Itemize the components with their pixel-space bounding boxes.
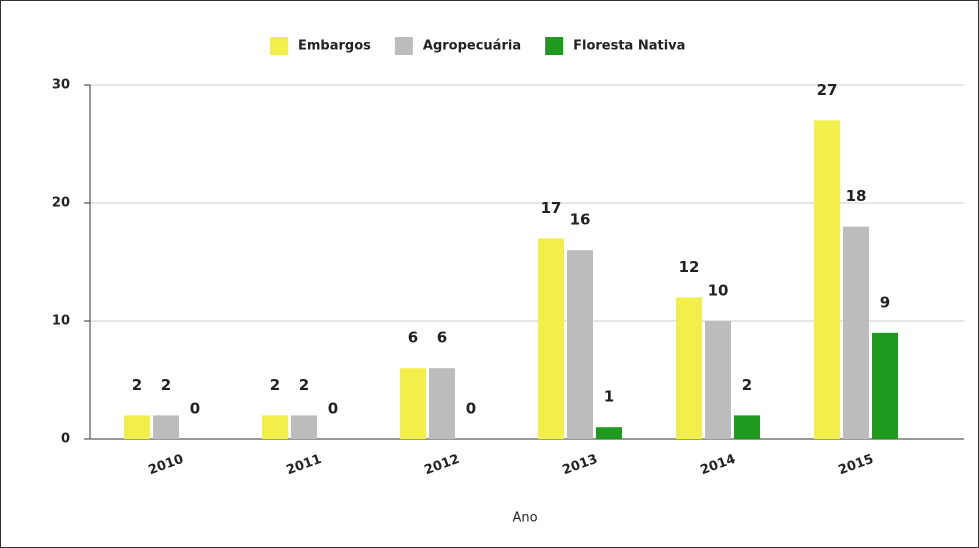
bar [843,226,869,439]
value-label: 0 [466,400,476,418]
value-label: 12 [679,258,700,276]
bar [676,297,702,439]
bar [538,238,564,439]
y-tick-label: 10 [52,314,70,329]
value-label: 9 [880,293,890,311]
legend-swatch [394,37,413,55]
value-label: 0 [328,400,338,418]
bar [567,250,593,439]
y-tick-label: 0 [61,432,70,447]
legend-label: Embargos [298,39,371,54]
value-label: 2 [742,376,752,394]
y-tick-label: 30 [52,78,70,93]
value-label: 17 [541,199,562,217]
value-label: 1 [604,388,614,406]
legend-swatch [545,37,564,55]
value-label: 2 [161,376,171,394]
bar [705,321,731,439]
x-axis-title: Ano [512,511,537,526]
bar [400,368,426,439]
value-label: 2 [132,376,142,394]
value-label: 18 [846,187,867,205]
bar [124,415,150,439]
value-label: 16 [570,211,591,229]
bar [429,368,455,439]
legend-label: Agropecuária [423,39,521,54]
bar [153,415,179,439]
value-label: 0 [190,400,200,418]
value-label: 2 [299,376,309,394]
bar [814,120,840,440]
bar [734,415,760,439]
y-tick-label: 20 [52,196,70,211]
bar [596,427,622,439]
value-label: 27 [817,81,838,99]
bar [872,332,898,439]
legend-swatch [270,37,288,55]
value-label: 6 [437,329,447,347]
value-label: 10 [708,282,729,300]
value-label: 6 [408,329,418,347]
bar [291,415,317,439]
bar [262,415,288,439]
value-label: 2 [270,376,280,394]
legend-label: Floresta Nativa [573,39,685,54]
